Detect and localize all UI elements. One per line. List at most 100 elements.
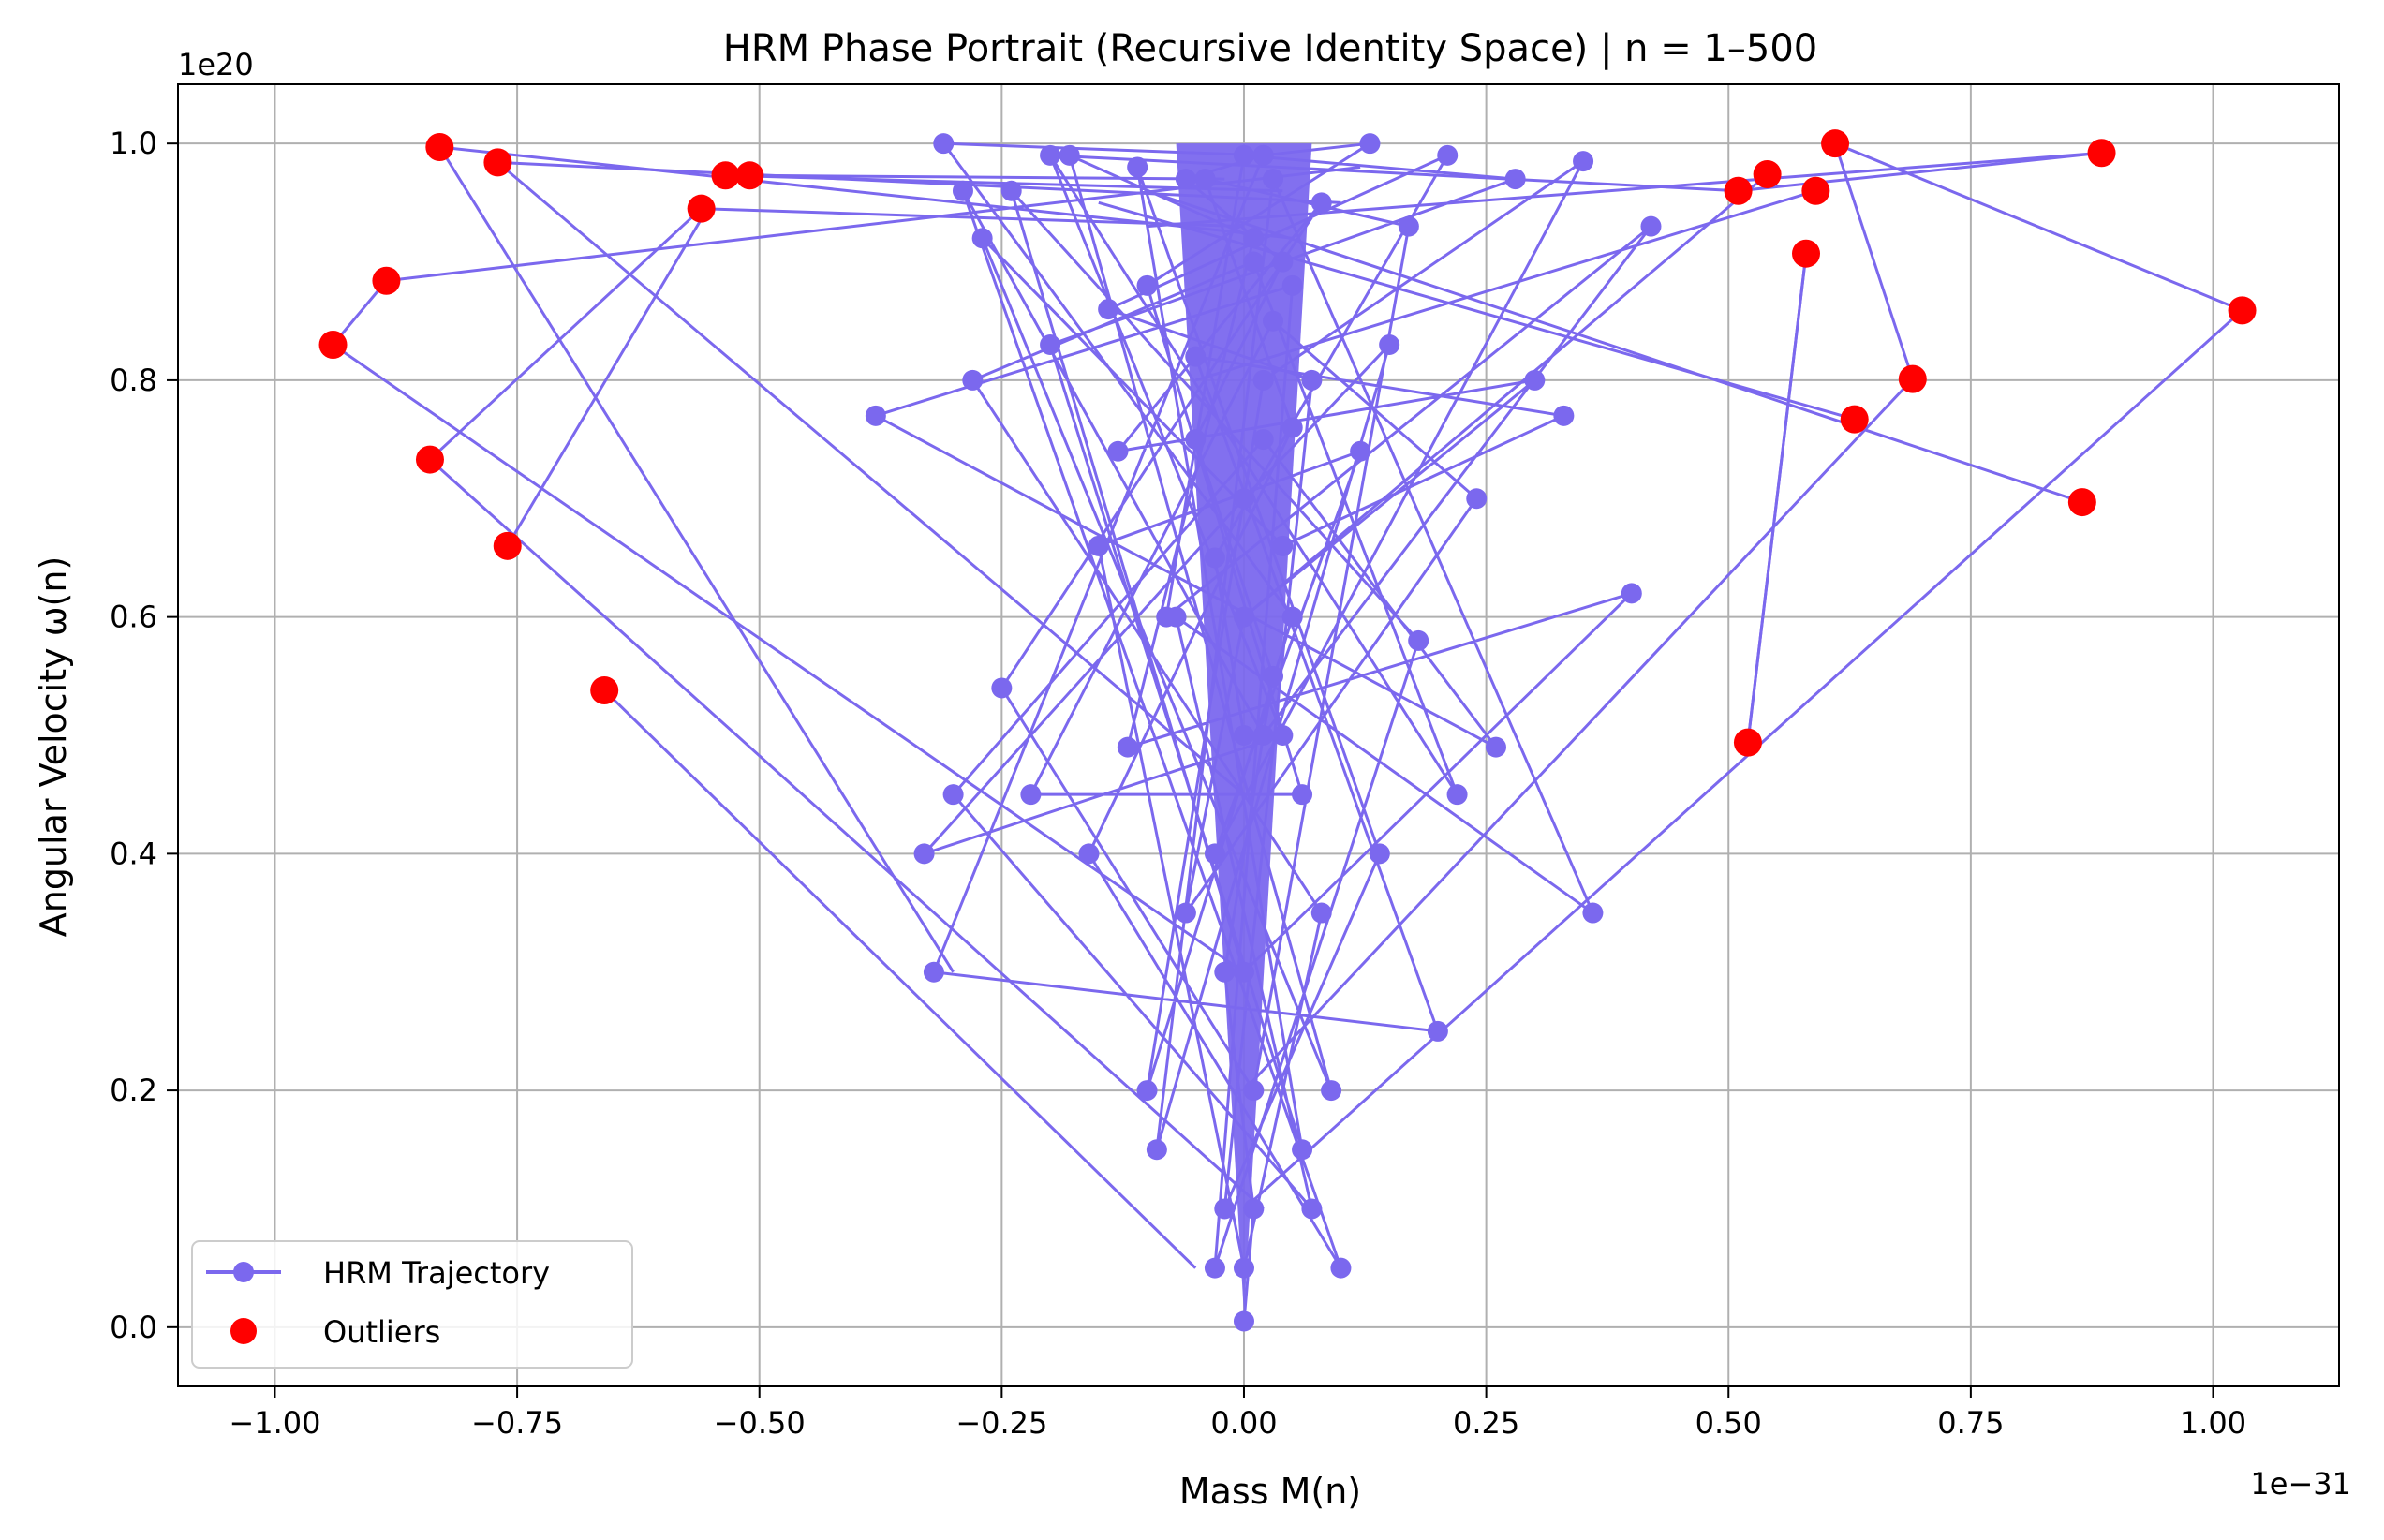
x-tick-label: −1.00: [229, 1405, 320, 1441]
trajectory-segment: [603, 689, 1197, 1269]
trajectory-segment: [1738, 151, 2102, 193]
legend: HRM Trajectory Outliers: [191, 1240, 633, 1369]
trajectory-point: [1263, 310, 1284, 332]
trajectory-point: [1214, 1198, 1236, 1220]
trajectory-point: [1310, 192, 1332, 214]
y-axis-label: Angular Velocity ω(n): [33, 556, 74, 938]
trajectory-point: [1243, 228, 1265, 249]
trajectory-point: [1379, 334, 1400, 355]
plot-frame: [177, 83, 2340, 1387]
trajectory-point: [1233, 488, 1254, 510]
trajectory-point: [1369, 843, 1390, 865]
trajectory-point: [1281, 606, 1303, 628]
y-tick-label: 0.0: [110, 1310, 157, 1345]
trajectory-point: [1040, 144, 1061, 166]
trajectory-point: [1175, 169, 1196, 190]
legend-trajectory-marker: [233, 1262, 254, 1282]
y-offset-text: 1e20: [178, 47, 254, 82]
trajectory-point: [1243, 251, 1265, 273]
trajectory-point: [1020, 784, 1042, 806]
outlier-point: [318, 331, 348, 359]
outlier-point: [2087, 139, 2116, 168]
trajectory-point: [1204, 547, 1225, 569]
trajectory-point: [1301, 369, 1323, 391]
trajectory-segment: [506, 201, 713, 547]
outlier-point: [372, 266, 401, 295]
trajectory-point: [1233, 1310, 1254, 1332]
trajectory-point: [1281, 274, 1303, 296]
trajectory-point: [1301, 1198, 1323, 1220]
trajectory-segment: [438, 146, 955, 973]
trajectory-point: [1408, 629, 1429, 651]
y-tick-label: 1.0: [110, 126, 157, 161]
trajectory-point: [1185, 429, 1207, 451]
legend-outliers-marker: [230, 1318, 257, 1344]
trajectory-point: [942, 784, 964, 806]
outlier-point: [1753, 160, 1782, 189]
y-axis: 0.0 0.2 0.4 0.6 0.8 1.0: [110, 126, 178, 1345]
trajectory-segment: [1049, 154, 1739, 193]
trajectory-point: [1281, 417, 1303, 438]
trajectory-point: [1117, 736, 1138, 758]
trajectory-point: [923, 961, 944, 983]
outlier-point: [735, 161, 764, 190]
outlier-point: [1821, 129, 1850, 158]
trajectory-point: [1156, 606, 1177, 628]
trajectory-point: [1233, 1257, 1254, 1279]
trajectory-point: [913, 843, 935, 865]
trajectory-point: [1098, 299, 1119, 320]
trajectory-point: [1233, 961, 1254, 983]
outlier-point: [1724, 176, 1753, 205]
trajectory-point: [1621, 583, 1642, 604]
trajectory-point: [1243, 1080, 1265, 1102]
y-tick-label: 0.8: [110, 363, 157, 398]
outlier-point: [2228, 296, 2257, 325]
x-offset-text: 1e−31: [2250, 1466, 2351, 1502]
trajectory-point: [1175, 902, 1196, 924]
trajectory-point: [1427, 1020, 1448, 1042]
trajectory-point: [1252, 369, 1274, 391]
trajectory-point: [1582, 902, 1604, 924]
trajectory-segment: [1833, 142, 1915, 380]
y-tick-label: 0.6: [110, 600, 157, 635]
trajectory-segment: [332, 343, 1245, 973]
trajectory-point: [1146, 1139, 1167, 1161]
outlier-point: [493, 531, 522, 560]
trajectory-point: [1573, 151, 1594, 172]
trajectory-point: [1272, 251, 1294, 273]
trajectory-point: [1350, 440, 1371, 462]
trajectory-point: [1088, 535, 1109, 556]
trajectory-point: [962, 369, 984, 391]
trajectory-point: [1233, 144, 1254, 166]
x-tick-label: 0.25: [1453, 1405, 1519, 1441]
trajectory-point: [1252, 429, 1274, 451]
trajectory-point: [1398, 215, 1419, 237]
trajectory-point: [1292, 784, 1313, 806]
trajectory-point: [1272, 535, 1294, 556]
trajectory-point: [1252, 725, 1274, 746]
y-tick-label: 0.2: [110, 1073, 157, 1108]
trajectory-point: [1214, 961, 1236, 983]
trajectory-point: [1107, 440, 1129, 462]
trajectory-point: [865, 405, 886, 426]
outliers-series: [318, 129, 2257, 757]
trajectory-segment: [1242, 378, 1914, 1092]
legend-trajectory-label: HRM Trajectory: [323, 1255, 550, 1291]
x-axis-label: Mass M(n): [1179, 1471, 1361, 1512]
outlier-point: [1898, 364, 1927, 393]
trajectory-point: [971, 228, 993, 249]
trajectory-point: [933, 133, 955, 155]
outlier-point: [711, 161, 740, 190]
x-tick-label: 0.75: [1937, 1405, 2004, 1441]
trajectory-point: [1263, 665, 1284, 687]
trajectory-point: [1252, 144, 1274, 166]
trajectory-point: [1292, 1139, 1313, 1161]
outlier-point: [687, 194, 716, 223]
x-tick-label: −0.75: [471, 1405, 563, 1441]
trajectory-segment: [428, 207, 703, 461]
trajectory-point: [1446, 784, 1468, 806]
trajectory-point: [1204, 1257, 1225, 1279]
x-tick-label: 0.50: [1695, 1405, 1762, 1441]
trajectory-segment: [1834, 141, 2243, 312]
trajectory-segment: [1242, 309, 2243, 1210]
